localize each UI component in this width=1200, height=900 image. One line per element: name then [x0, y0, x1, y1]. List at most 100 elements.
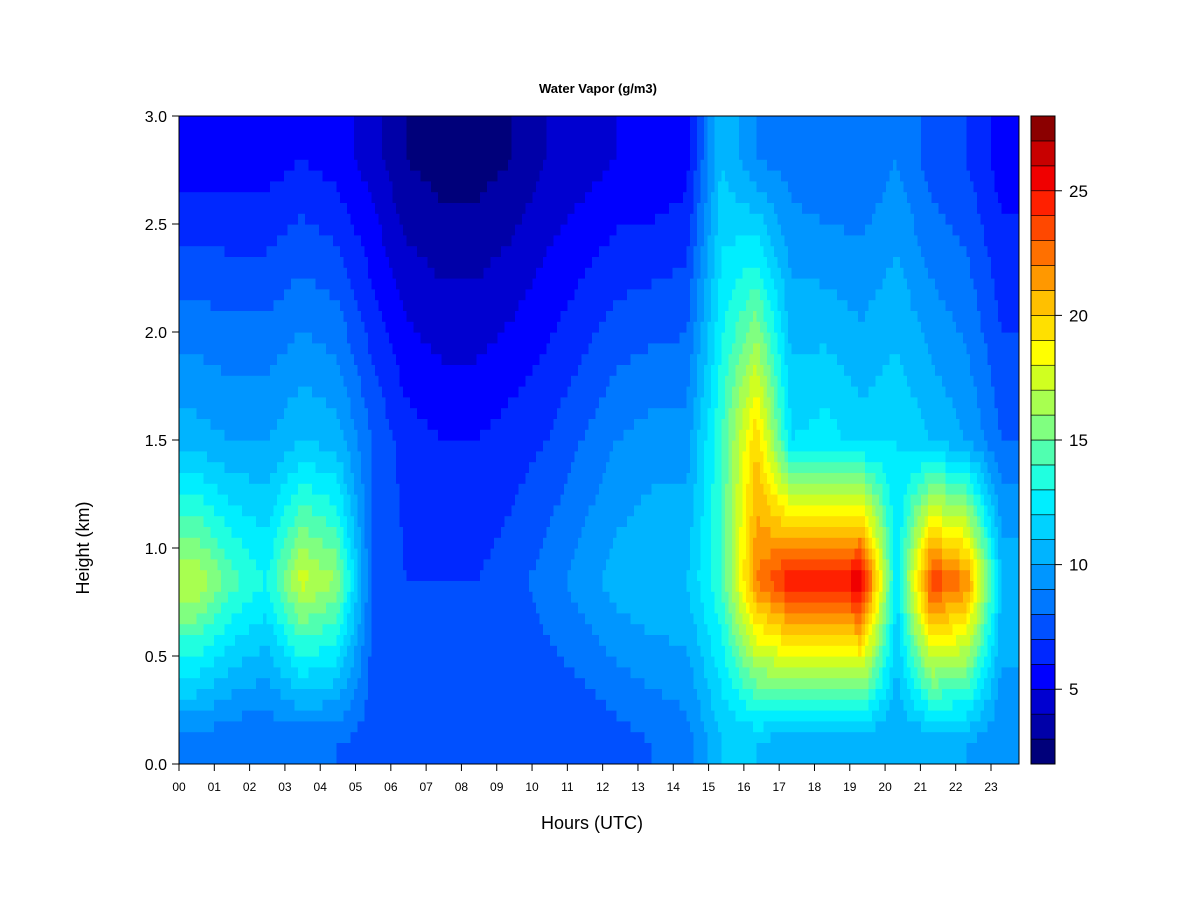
heatmap-cell [410, 332, 415, 344]
heatmap-cell [252, 548, 257, 560]
heatmap-cell [462, 526, 467, 538]
heatmap-cell [385, 396, 390, 409]
heatmap-cell [238, 526, 243, 538]
heatmap-cell [319, 623, 324, 635]
heatmap-cell [347, 612, 352, 625]
heatmap-cell [420, 656, 425, 668]
heatmap-cell [280, 126, 285, 139]
heatmap-cell [228, 569, 233, 581]
heatmap-cell [196, 450, 201, 463]
heatmap-cell [350, 386, 355, 398]
heatmap-cell [252, 299, 257, 311]
heatmap-cell [347, 504, 352, 517]
heatmap-cell [371, 267, 376, 279]
heatmap-cell [217, 353, 222, 365]
heatmap-cell [336, 396, 341, 409]
heatmap-cell [385, 202, 390, 214]
heatmap-cell [270, 731, 275, 743]
heatmap-cell [438, 699, 443, 711]
heatmap-cell [371, 234, 376, 247]
heatmap-cell [462, 126, 467, 139]
heatmap-cell [259, 234, 264, 247]
heatmap-cell [438, 116, 443, 128]
heatmap-cell [249, 245, 254, 257]
heatmap-cell [462, 634, 467, 646]
heatmap-cell [410, 461, 415, 473]
heatmap-cell [284, 591, 289, 603]
heatmap-cell [413, 288, 418, 301]
heatmap-cell [210, 494, 215, 506]
heatmap-cell [284, 342, 289, 355]
heatmap-cell [438, 148, 443, 160]
heatmap-cell [389, 353, 394, 365]
heatmap-cell [364, 753, 369, 764]
heatmap-cell [210, 580, 215, 592]
heatmap-cell [263, 504, 268, 517]
heatmap-cell [333, 461, 338, 473]
heatmap-cell [382, 710, 387, 722]
heatmap-cell [179, 407, 184, 419]
heatmap-cell [200, 116, 205, 128]
heatmap-cell [315, 450, 320, 463]
heatmap-cell [224, 580, 229, 592]
heatmap-cell [417, 656, 422, 668]
heatmap-cell [329, 666, 334, 679]
heatmap-cell [389, 310, 394, 322]
heatmap-cell [242, 256, 247, 268]
heatmap-cell [228, 742, 233, 754]
heatmap-cell [280, 666, 285, 679]
heatmap-cell [245, 126, 250, 139]
heatmap-cell [273, 353, 278, 365]
heatmap-cell [396, 364, 401, 376]
heatmap-cell [294, 731, 299, 743]
heatmap-cell [224, 418, 229, 430]
heatmap-cell [235, 321, 240, 333]
heatmap-cell [207, 288, 212, 301]
heatmap-cell [294, 407, 299, 419]
heatmap-cell [319, 677, 324, 689]
heatmap-cell [298, 386, 303, 398]
heatmap-cell [445, 591, 450, 603]
heatmap-cell [438, 202, 443, 214]
heatmap-cell [273, 267, 278, 279]
heatmap-cell [333, 634, 338, 646]
heatmap-cell [301, 677, 306, 689]
heatmap-cell [207, 407, 212, 419]
heatmap-cell [263, 288, 268, 301]
heatmap-cell [287, 580, 292, 592]
heatmap-cell [392, 440, 397, 452]
heatmap-cell [469, 742, 474, 754]
heatmap-cell [427, 256, 432, 268]
heatmap-cell [266, 548, 271, 560]
heatmap-cell [413, 245, 418, 257]
heatmap-cell [270, 515, 275, 527]
heatmap-cell [364, 623, 369, 635]
heatmap-cell [350, 710, 355, 722]
heatmap-cell [389, 720, 394, 733]
heatmap-cell [305, 656, 310, 668]
heatmap-cell [392, 634, 397, 646]
heatmap-cell [270, 742, 275, 754]
heatmap-cell [249, 494, 254, 506]
heatmap-cell [452, 267, 457, 279]
heatmap-cell [354, 288, 359, 301]
heatmap-cell [417, 591, 422, 603]
heatmap-cell [266, 504, 271, 517]
heatmap-cell [193, 515, 198, 527]
heatmap-cell [462, 375, 467, 387]
heatmap-cell [420, 494, 425, 506]
heatmap-cell [382, 699, 387, 711]
heatmap-cell [406, 440, 411, 452]
heatmap-cell [298, 731, 303, 743]
heatmap-cell [427, 353, 432, 365]
heatmap-cell [196, 602, 201, 614]
heatmap-cell [207, 213, 212, 225]
heatmap-cell [308, 396, 313, 409]
heatmap-cell [266, 569, 271, 581]
heatmap-cell [312, 159, 317, 171]
heatmap-cell [217, 461, 222, 473]
heatmap-cell [469, 656, 474, 668]
heatmap-cell [203, 558, 208, 571]
heatmap-cell [424, 191, 429, 203]
heatmap-cell [224, 731, 229, 743]
